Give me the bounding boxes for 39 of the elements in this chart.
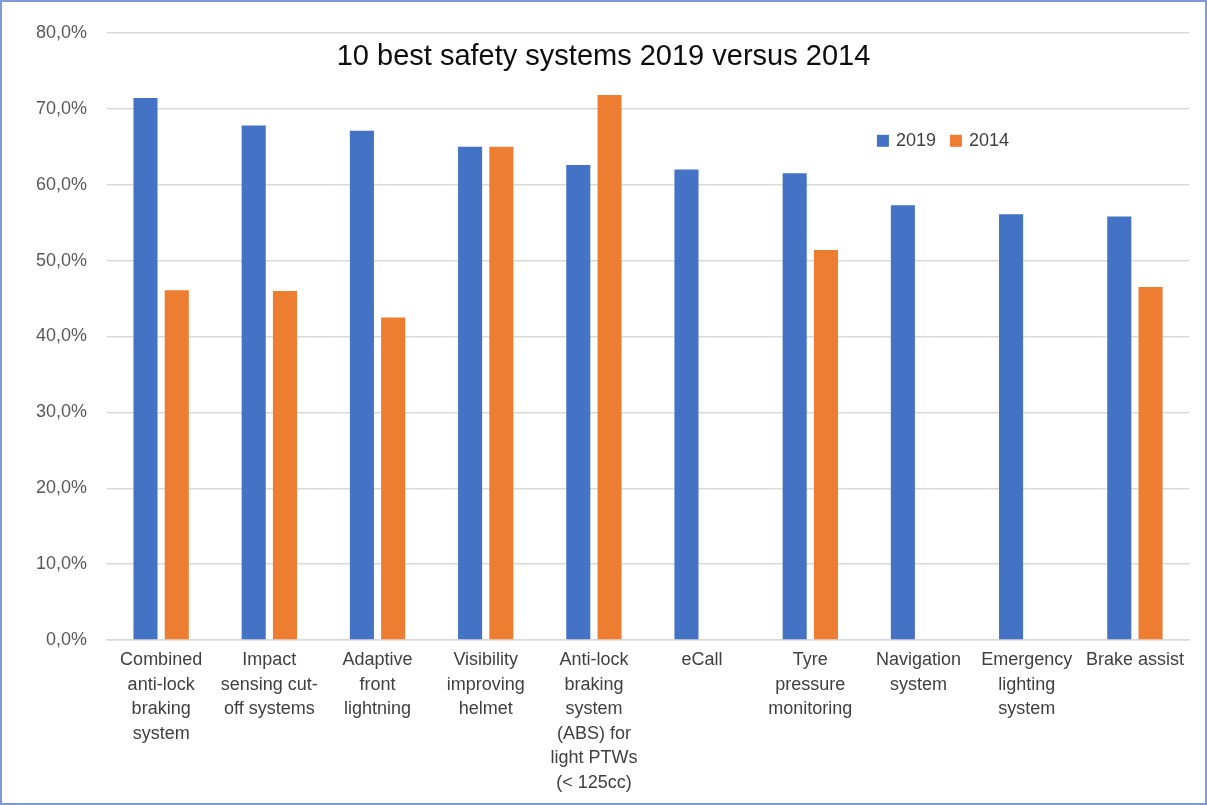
y-tick-label: 70,0% (35, 97, 88, 118)
bar (890, 205, 915, 640)
bar (381, 317, 406, 640)
bar (813, 249, 838, 640)
bar (999, 214, 1024, 640)
x-tick-label: Visibility improving helmet (446, 649, 525, 719)
bar (674, 169, 699, 640)
bar (1138, 287, 1163, 640)
bar (133, 98, 158, 640)
y-tick-label: 50,0% (35, 249, 88, 270)
x-tick-label: Tyre pressure monitoring (768, 649, 853, 719)
bar (782, 173, 807, 640)
y-tick-label: 60,0% (35, 173, 88, 194)
bar (566, 164, 591, 640)
chart-title: 10 best safety systems 2019 versus 2014 (336, 38, 871, 71)
legend-label: 2014 (968, 129, 1009, 150)
x-tick-label: Anti-lock braking system (ABS) for light PTWs (< 125cc) (550, 649, 638, 792)
y-tick-label: 20,0% (35, 477, 88, 498)
bar (1107, 216, 1132, 640)
y-tick-label: 0,0% (46, 629, 88, 650)
x-tick-label: Combined anti-lock braking system (120, 649, 203, 743)
y-tick-label: 80,0% (35, 21, 88, 42)
x-tick-label: Brake assist (1085, 649, 1184, 670)
bar (272, 290, 298, 640)
y-tick-label: 40,0% (35, 325, 88, 346)
y-tick-label: 30,0% (35, 401, 88, 422)
bar (489, 146, 514, 640)
bar (241, 125, 266, 640)
x-tick-label: eCall (681, 649, 723, 670)
bar (164, 290, 189, 640)
bar (458, 146, 483, 640)
legend-label: 2019 (895, 129, 936, 150)
y-tick-label: 10,0% (35, 553, 88, 574)
x-tick-label: Emergency lighting system (981, 649, 1073, 719)
bar (597, 95, 622, 640)
bar (349, 130, 374, 640)
x-tick-label: Impact sensing cut-off systems (220, 649, 318, 719)
x-tick-label: Adaptive front lightning (342, 649, 413, 719)
x-tick-label: Navigation system (875, 649, 962, 694)
